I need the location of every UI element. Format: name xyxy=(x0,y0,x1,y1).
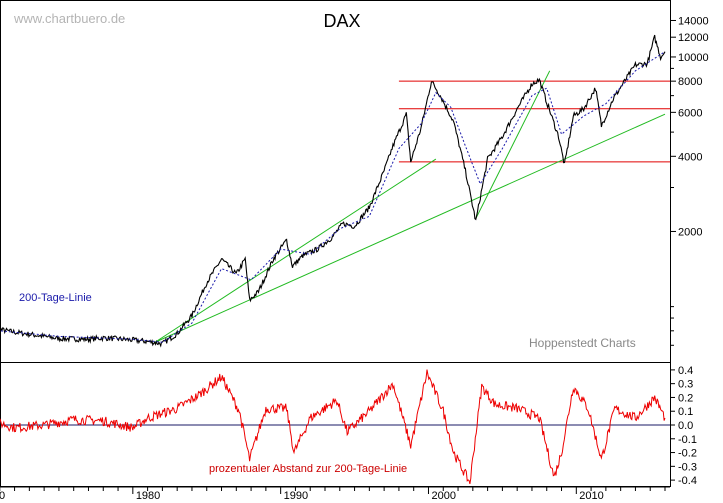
oscillator-line xyxy=(0,369,666,485)
trendlines xyxy=(154,70,666,343)
oscillator-tick-label: 0.0 xyxy=(678,420,693,432)
oscillator-label: prozentualer Abstand zur 200-Tage-Linie xyxy=(209,463,407,475)
oscillator-tick-label: -0.3 xyxy=(678,461,697,473)
price-tick-label: 10000 xyxy=(678,52,709,64)
price-tick-label: 2000 xyxy=(678,226,702,238)
price-tick-label: 12000 xyxy=(678,32,709,44)
price-tick-label: 14000 xyxy=(678,15,709,27)
oscillator-tick-label: 0.3 xyxy=(678,379,693,391)
oscillator-tick-label: -0.4 xyxy=(678,475,697,487)
support-resistance-lines xyxy=(398,80,670,163)
source-credit: Hoppenstedt Charts xyxy=(529,336,636,350)
x-tick-label: 2000 xyxy=(431,490,455,502)
price-tick-label: 8000 xyxy=(678,76,702,88)
oscillator-tick-label: -0.2 xyxy=(678,448,697,460)
oscillator-axis: 0.4 0.30.2 0.1 0.0 -0.1 -0.2-0.3 -0.4 xyxy=(1,365,697,487)
price-tick-label: 6000 xyxy=(678,107,702,119)
x-tick-label: 2010 xyxy=(579,490,603,502)
moving-average-line xyxy=(0,51,666,343)
oscillator-tick-label: 0.4 xyxy=(678,365,693,377)
x-tick-label: 1990 xyxy=(284,490,308,502)
watermark: www.chartbuero.de xyxy=(13,11,125,26)
time-axis: 0 1980 1990 2000 2010 xyxy=(0,486,670,502)
price-axis: 14000 12000 10000 8000 6000 4000 2000 xyxy=(670,15,709,346)
trendline xyxy=(154,158,437,343)
x-tick-label: 1980 xyxy=(136,490,160,502)
price-line xyxy=(0,34,666,348)
chart-title: DAX xyxy=(323,11,360,31)
oscillator-tick-label: 0.2 xyxy=(678,392,693,404)
trendline xyxy=(154,113,666,343)
x-tick-label: 0 xyxy=(0,490,5,502)
trendline xyxy=(475,70,551,219)
oscillator-series-group xyxy=(0,369,666,485)
oscillator-tick-label: 0.1 xyxy=(678,406,693,418)
price-panel-frame xyxy=(0,0,671,363)
oscillator-tick-label: -0.1 xyxy=(678,434,697,446)
price-series-group xyxy=(0,34,666,348)
price-tick-label: 4000 xyxy=(678,151,702,163)
moving-average-label: 200-Tage-Linie xyxy=(19,292,92,304)
